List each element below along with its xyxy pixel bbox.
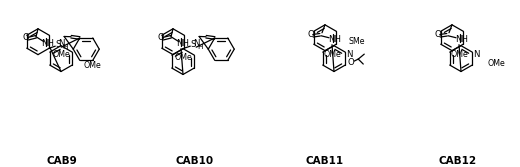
Text: NH: NH — [456, 35, 469, 44]
Text: H: H — [62, 44, 68, 50]
Text: N: N — [58, 39, 64, 48]
Text: OMe: OMe — [450, 50, 468, 59]
Text: O: O — [23, 33, 29, 42]
Text: OMe: OMe — [323, 50, 341, 59]
Text: OMe: OMe — [52, 50, 70, 59]
Text: CAB9: CAB9 — [47, 156, 77, 166]
Text: S: S — [56, 40, 61, 49]
Text: N: N — [193, 39, 199, 48]
Text: OMe: OMe — [174, 53, 192, 62]
Text: S: S — [190, 40, 196, 49]
Text: OMe: OMe — [83, 61, 101, 69]
Text: O: O — [158, 33, 164, 42]
Text: H: H — [198, 44, 203, 50]
Text: CAB10: CAB10 — [176, 156, 214, 166]
Text: CAB11: CAB11 — [306, 156, 344, 166]
Text: SMe: SMe — [348, 37, 365, 46]
Text: NH: NH — [42, 39, 55, 48]
Text: CAB12: CAB12 — [439, 156, 477, 166]
Text: O: O — [308, 30, 315, 39]
Text: NH: NH — [329, 35, 342, 44]
Text: O: O — [348, 58, 355, 67]
Text: N: N — [473, 50, 479, 59]
Text: O: O — [435, 30, 441, 39]
Text: N: N — [346, 50, 353, 59]
Text: OMe: OMe — [487, 59, 505, 68]
Text: NH: NH — [176, 39, 189, 48]
